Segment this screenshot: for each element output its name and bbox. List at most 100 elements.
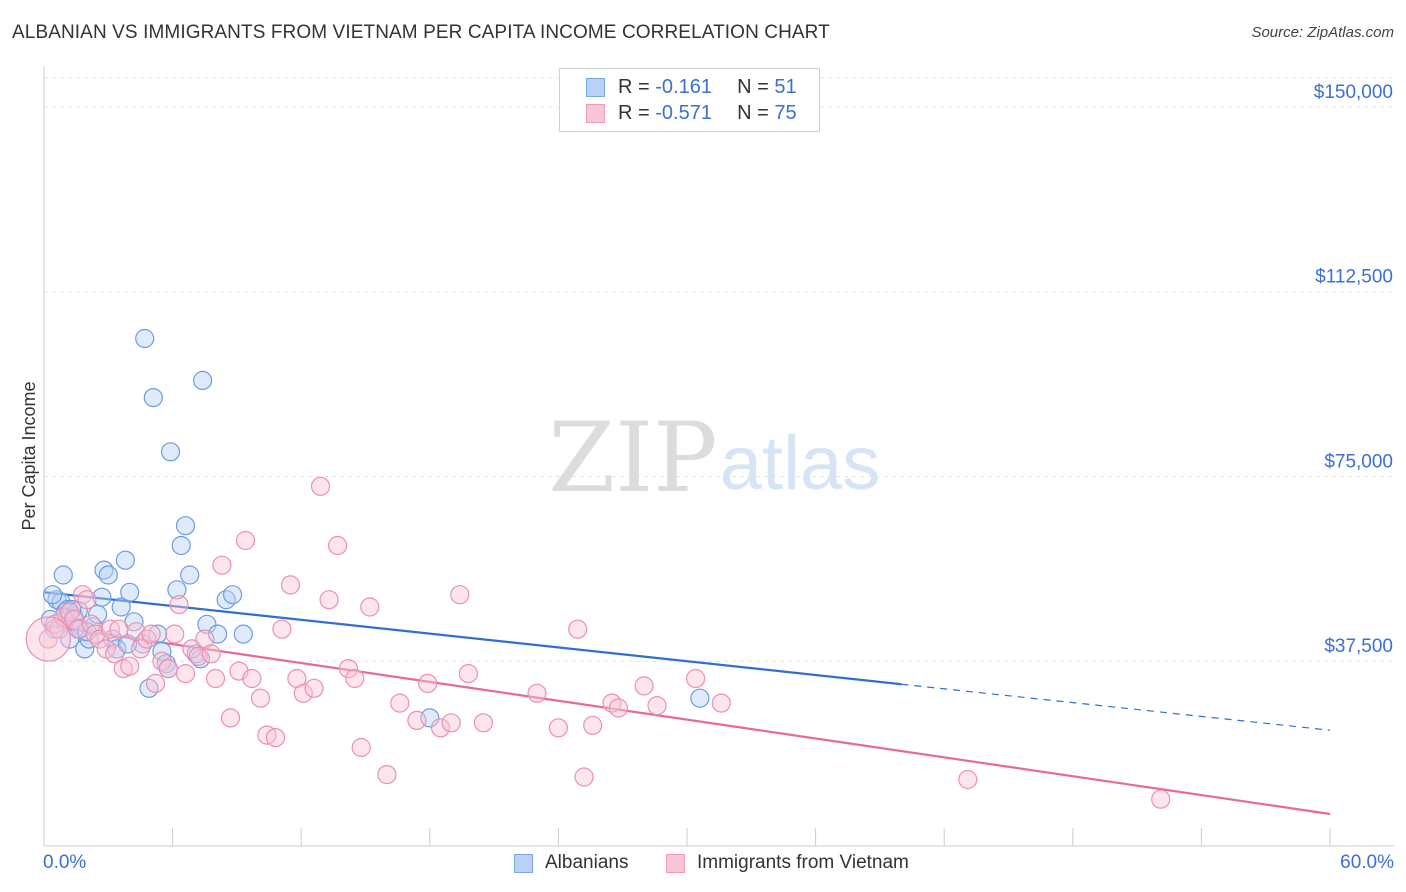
data-point-series-0 [193, 370, 213, 390]
data-point-series-1 [351, 737, 371, 758]
data-point-series-0 [107, 639, 127, 659]
data-point-series-0 [115, 550, 136, 570]
data-point-series-1 [685, 668, 706, 689]
data-point-series-1 [141, 624, 161, 644]
data-point-series-1 [418, 673, 438, 694]
data-point-series-1 [265, 727, 286, 748]
data-point-series-1 [201, 644, 221, 664]
legend-swatch-vietnam [586, 104, 605, 123]
data-point-series-1 [407, 710, 427, 731]
data-point-series-1 [272, 619, 292, 639]
data-point-series-1 [280, 575, 301, 595]
data-point-series-1 [175, 663, 196, 684]
data-point-series-1 [548, 718, 569, 738]
data-point-series-1 [360, 597, 380, 617]
data-point-series-0 [120, 582, 140, 602]
x-tick-label-min: 0.0% [43, 852, 87, 873]
data-point-series-0 [167, 580, 187, 600]
y-tick-label: $37,500 [1324, 636, 1393, 657]
data-point-series-1 [390, 693, 410, 713]
data-point-series-1 [310, 476, 331, 496]
data-point-series-0 [175, 516, 196, 536]
x-tick-label-max: 60.0% [1340, 852, 1394, 873]
watermark: ZIP atlas [548, 402, 880, 514]
data-points [25, 328, 1171, 809]
data-point-series-0 [111, 597, 131, 617]
legend-r-label: R = [618, 102, 656, 124]
legend-r-label: R = [618, 76, 656, 98]
data-point-series-0 [690, 688, 710, 708]
legend-n-label: N = [737, 102, 775, 124]
data-point-series-0 [180, 565, 200, 585]
data-point-series-1 [182, 639, 202, 659]
data-point-series-1 [81, 614, 101, 634]
data-point-series-1 [165, 624, 185, 644]
y-tick-label: $75,000 [1324, 451, 1393, 472]
series-legend-label-albanians: Albanians [545, 852, 629, 873]
legend-n-label: N = [737, 76, 775, 98]
data-point-series-1 [152, 651, 172, 671]
data-point-series-1 [109, 619, 129, 639]
data-point-series-1 [242, 668, 262, 689]
data-point-series-1 [338, 658, 358, 679]
data-point-series-0 [42, 585, 63, 605]
legend-swatch-albanians [586, 78, 605, 97]
data-point-series-1 [574, 767, 594, 787]
data-point-series-1 [90, 629, 110, 649]
data-point-series-1 [450, 585, 470, 605]
data-point-series-1 [441, 713, 461, 733]
data-point-series-1 [304, 678, 324, 698]
data-point-series-1 [293, 683, 313, 703]
series-legend: Albanians Immigrants from Vietnam [0, 852, 1406, 878]
data-point-series-0 [143, 388, 163, 408]
y-tick-label: $112,500 [1315, 267, 1393, 288]
legend-n-value: 51 [774, 76, 797, 98]
data-point-series-1 [130, 639, 150, 659]
trend-line-1 [43, 624, 1331, 816]
data-point-series-1 [377, 764, 397, 785]
data-point-series-1 [527, 683, 547, 703]
data-point-series-0 [208, 624, 228, 644]
data-point-series-1 [319, 590, 339, 610]
data-point-series-1 [77, 590, 97, 610]
data-point-series-1 [711, 693, 731, 713]
data-point-series-0 [92, 587, 112, 607]
data-point-series-1 [145, 673, 166, 694]
data-point-series-0 [135, 328, 155, 349]
stats-legend: R = -0.161 N = 51 R = -0.571 N = 75 [559, 68, 820, 132]
trend-line-dashed-0 [901, 683, 1331, 731]
data-point-series-0 [223, 585, 243, 605]
data-point-series-1 [430, 718, 451, 738]
data-point-series-1 [328, 535, 348, 556]
source-label: Source: ZipAtlas.com [1251, 24, 1394, 41]
data-point-series-0 [139, 678, 159, 698]
y-tick-label: $150,000 [1314, 82, 1393, 103]
data-point-series-1 [458, 663, 478, 684]
data-point-series-1 [205, 668, 226, 689]
data-point-series-0 [197, 614, 217, 634]
legend-r-value: -0.161 [655, 76, 712, 98]
data-point-series-0 [216, 590, 236, 610]
grid-lines [44, 77, 1394, 662]
data-point-series-0 [53, 565, 73, 585]
data-point-series-1 [647, 695, 667, 716]
data-point-series-0 [233, 624, 253, 644]
data-point-series-1 [220, 708, 241, 728]
data-point-series-1 [345, 668, 365, 689]
data-point-series-0 [171, 535, 191, 556]
axes [43, 66, 1394, 847]
data-point-series-1 [473, 713, 493, 733]
y-axis-label: Per Capita Income [19, 381, 39, 530]
data-point-series-0 [79, 629, 99, 649]
data-point-series-1 [169, 594, 189, 615]
data-point-series-0 [160, 442, 181, 462]
data-point-series-1 [958, 769, 978, 790]
series-legend-swatch-vietnam [666, 854, 685, 873]
chart-title: ALBANIAN VS IMMIGRANTS FROM VIETNAM PER … [12, 22, 830, 43]
data-point-series-1 [105, 644, 125, 664]
data-point-series-1 [235, 530, 256, 551]
data-point-series-1 [634, 676, 654, 696]
legend-r-value: -0.571 [655, 102, 712, 124]
data-point-series-0 [98, 565, 118, 585]
data-point-series-0 [152, 641, 172, 662]
